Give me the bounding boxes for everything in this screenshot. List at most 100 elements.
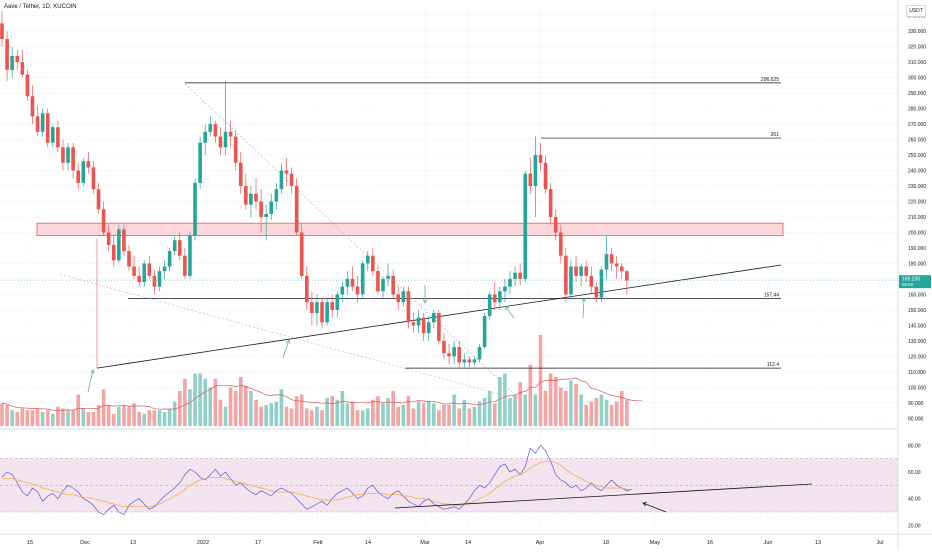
candle-body xyxy=(35,116,40,132)
price-tick-label: 310.000 xyxy=(908,60,926,66)
candle-body xyxy=(213,124,218,137)
volume-bar xyxy=(127,406,131,426)
candle-body xyxy=(472,359,477,363)
candle-body xyxy=(371,255,375,272)
date-tick-label: 13 xyxy=(130,540,136,546)
candle-body xyxy=(218,136,223,148)
candle-body xyxy=(457,347,461,363)
candle-body xyxy=(289,173,294,187)
candle-body xyxy=(294,186,299,233)
candle-body xyxy=(619,266,624,272)
candle-body xyxy=(569,266,573,295)
candle-body xyxy=(45,113,50,143)
annotation-arrow xyxy=(282,339,290,359)
annotation-arrowhead xyxy=(504,305,509,311)
price-tick-label: 330.000 xyxy=(908,29,926,35)
candle-body xyxy=(523,173,528,279)
volume-bar xyxy=(325,398,329,426)
volume-bar xyxy=(213,378,218,426)
candle-body xyxy=(452,347,456,357)
candle-body xyxy=(513,272,517,279)
volume-bar xyxy=(274,401,279,426)
volume-bar xyxy=(71,410,75,426)
volume-bar xyxy=(188,389,192,426)
candle-body xyxy=(299,232,304,276)
candle-body xyxy=(462,359,467,363)
candle-body xyxy=(152,275,157,287)
candle-body xyxy=(503,286,507,292)
price-tick-label: 140.000 xyxy=(908,323,926,329)
volume-bar xyxy=(564,391,568,426)
volume-bar xyxy=(96,405,101,426)
candle-body xyxy=(604,254,609,270)
annotation-arrow xyxy=(642,502,667,513)
candle-body xyxy=(320,302,324,323)
candle-body xyxy=(157,271,162,287)
price-tick-label: 130.000 xyxy=(908,339,926,345)
volume-bar xyxy=(548,373,553,426)
candle-body xyxy=(376,271,380,292)
date-tick-label: Jun xyxy=(764,540,773,546)
candle-body xyxy=(482,316,487,348)
candle-body xyxy=(193,182,197,236)
candle-body xyxy=(147,263,152,276)
annotation-arrowhead xyxy=(422,299,428,304)
rsi-band xyxy=(0,458,898,512)
volume-bar xyxy=(289,408,294,426)
volume-bar xyxy=(528,364,533,426)
volume-bar xyxy=(178,391,182,426)
candle-body xyxy=(559,232,563,256)
rsi-tick-label: 60.00 xyxy=(908,470,921,476)
volume-bar xyxy=(162,412,167,426)
volume-bar xyxy=(238,377,243,426)
volume-bar xyxy=(51,413,55,426)
annotation-arrowhead xyxy=(285,339,291,345)
volume-bar xyxy=(264,405,268,426)
date-tick-label: 13 xyxy=(815,540,821,546)
resistance-zone-box xyxy=(36,222,784,236)
candle-body xyxy=(579,266,583,276)
candle-body xyxy=(426,322,431,334)
candle-body xyxy=(355,286,360,295)
candle-body xyxy=(335,294,340,310)
candle-body xyxy=(538,155,543,163)
volume-bar xyxy=(25,410,30,426)
date-tick-label: 16 xyxy=(707,540,713,546)
candle-body xyxy=(274,189,279,202)
rsi-tick-label: 20.00 xyxy=(908,523,921,529)
volume-bar xyxy=(340,391,345,426)
volume-bar xyxy=(350,401,355,426)
volume-bar xyxy=(15,412,20,426)
candle-body xyxy=(442,340,446,354)
volume-bar xyxy=(386,398,390,426)
candle-body xyxy=(71,147,75,171)
candle-body xyxy=(518,272,522,279)
rsi-trendline xyxy=(394,483,813,509)
candle-body xyxy=(188,235,192,276)
candle-body xyxy=(56,127,60,148)
candle-body xyxy=(223,131,228,148)
volume-bar xyxy=(254,399,258,426)
currency-badge[interactable]: USDT xyxy=(906,5,926,17)
volume-bar xyxy=(66,410,70,426)
candle-body xyxy=(244,186,248,205)
date-tick-label: Dec xyxy=(80,540,90,546)
candle-body xyxy=(117,229,121,261)
volume-bar xyxy=(86,412,91,426)
volume-bar xyxy=(167,408,172,426)
drawing-lines: 296.625 261 157.44 112.4 xyxy=(0,77,898,400)
candle-body xyxy=(0,23,4,39)
volume-bar xyxy=(360,410,365,426)
candle-body xyxy=(269,201,274,214)
annotation-arrow xyxy=(87,369,94,393)
volume-bar xyxy=(452,394,456,426)
volume-bar xyxy=(589,401,594,426)
price-tick-label: 210.000 xyxy=(908,215,926,221)
volume-bar xyxy=(574,384,578,426)
date-tick-label: 18 xyxy=(603,540,609,546)
volume-bar xyxy=(584,405,588,426)
price-tick-label: 110.000 xyxy=(908,370,926,376)
